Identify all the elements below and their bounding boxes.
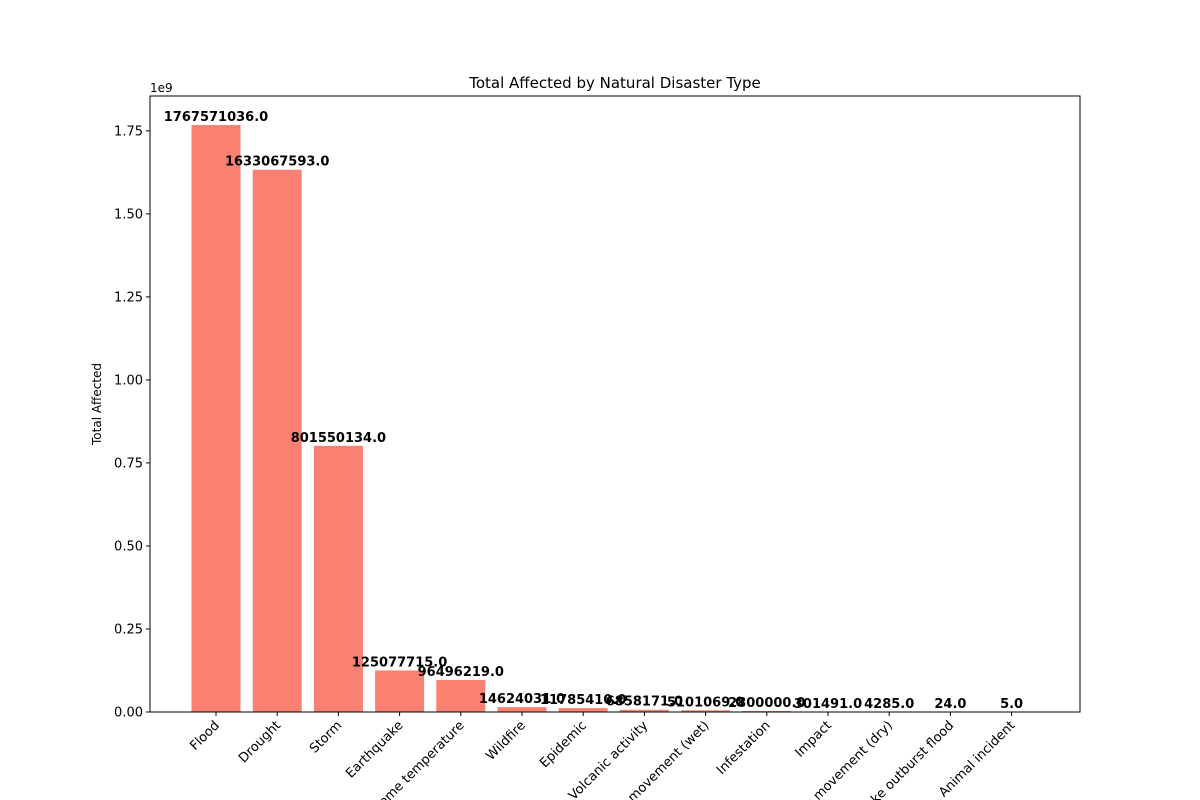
y-tick-label-1: 0.00 — [114, 706, 143, 721]
value-label-14: 5.0 — [1000, 697, 1023, 712]
value-label-9: 5101069.0 — [667, 695, 744, 710]
x-tick-label-2: Drought — [236, 718, 284, 766]
y-tick-label-4: 0.75 — [114, 456, 143, 471]
y-tick-label-7: 1.50 — [114, 207, 143, 222]
x-tick-label-10: Infestation — [714, 718, 774, 778]
value-label-6: 14624031.0 — [479, 692, 565, 707]
value-label-11: 301491.0 — [794, 697, 862, 712]
value-label-8: 6858171.0 — [606, 695, 683, 710]
x-tick-label-4: Earthquake — [343, 718, 406, 781]
x-tick-label-7: Epidemic — [537, 718, 590, 771]
bar-6 — [497, 707, 547, 712]
value-label-5: 96496219.0 — [418, 665, 504, 680]
value-label-10: 2800000.0 — [728, 696, 805, 711]
x-tick-label-1: Flood — [187, 718, 223, 754]
y-tick-label-6: 1.25 — [114, 290, 143, 305]
y-tick-label-8: 1.75 — [114, 124, 143, 139]
value-label-2: 1633067593.0 — [225, 155, 329, 170]
y-axis-offset-text: 1e9 — [150, 81, 173, 95]
value-label-12: 4285.0 — [864, 697, 914, 712]
bars-layer — [191, 125, 914, 712]
y-axis: 0.00 0.25 0.50 0.75 1.00 1.25 1.50 1.75 — [114, 124, 150, 721]
value-label-7: 11785410.0 — [540, 693, 626, 708]
chart-title: Total Affected by Natural Disaster Type — [468, 74, 761, 92]
plot-frame — [149, 95, 1081, 713]
value-label-1: 1767571036.0 — [164, 110, 268, 125]
y-tick-label-2: 0.25 — [114, 622, 143, 637]
bar-9 — [681, 710, 731, 712]
value-labels: 1767571036.0 1633067593.0 801550134.0 12507… — [164, 110, 1023, 712]
bar-2 — [252, 169, 302, 712]
bar-3 — [313, 445, 363, 712]
bar-5 — [436, 679, 486, 712]
bar-4 — [375, 670, 425, 712]
x-tick-label-3: Storm — [307, 718, 345, 756]
value-label-13: 24.0 — [934, 697, 966, 712]
x-tick-label-6: Wildfire — [483, 718, 528, 763]
value-label-4: 125077715.0 — [352, 655, 447, 670]
bar-8 — [619, 709, 669, 712]
y-axis-label: Total Affected — [90, 363, 104, 446]
y-tick-label-3: 0.50 — [114, 539, 143, 554]
x-tick-label-11: Impact — [792, 718, 834, 760]
bar-7 — [558, 708, 608, 712]
bar-1 — [191, 125, 241, 712]
value-label-3: 801550134.0 — [291, 431, 386, 446]
y-tick-label-5: 1.00 — [114, 373, 143, 388]
